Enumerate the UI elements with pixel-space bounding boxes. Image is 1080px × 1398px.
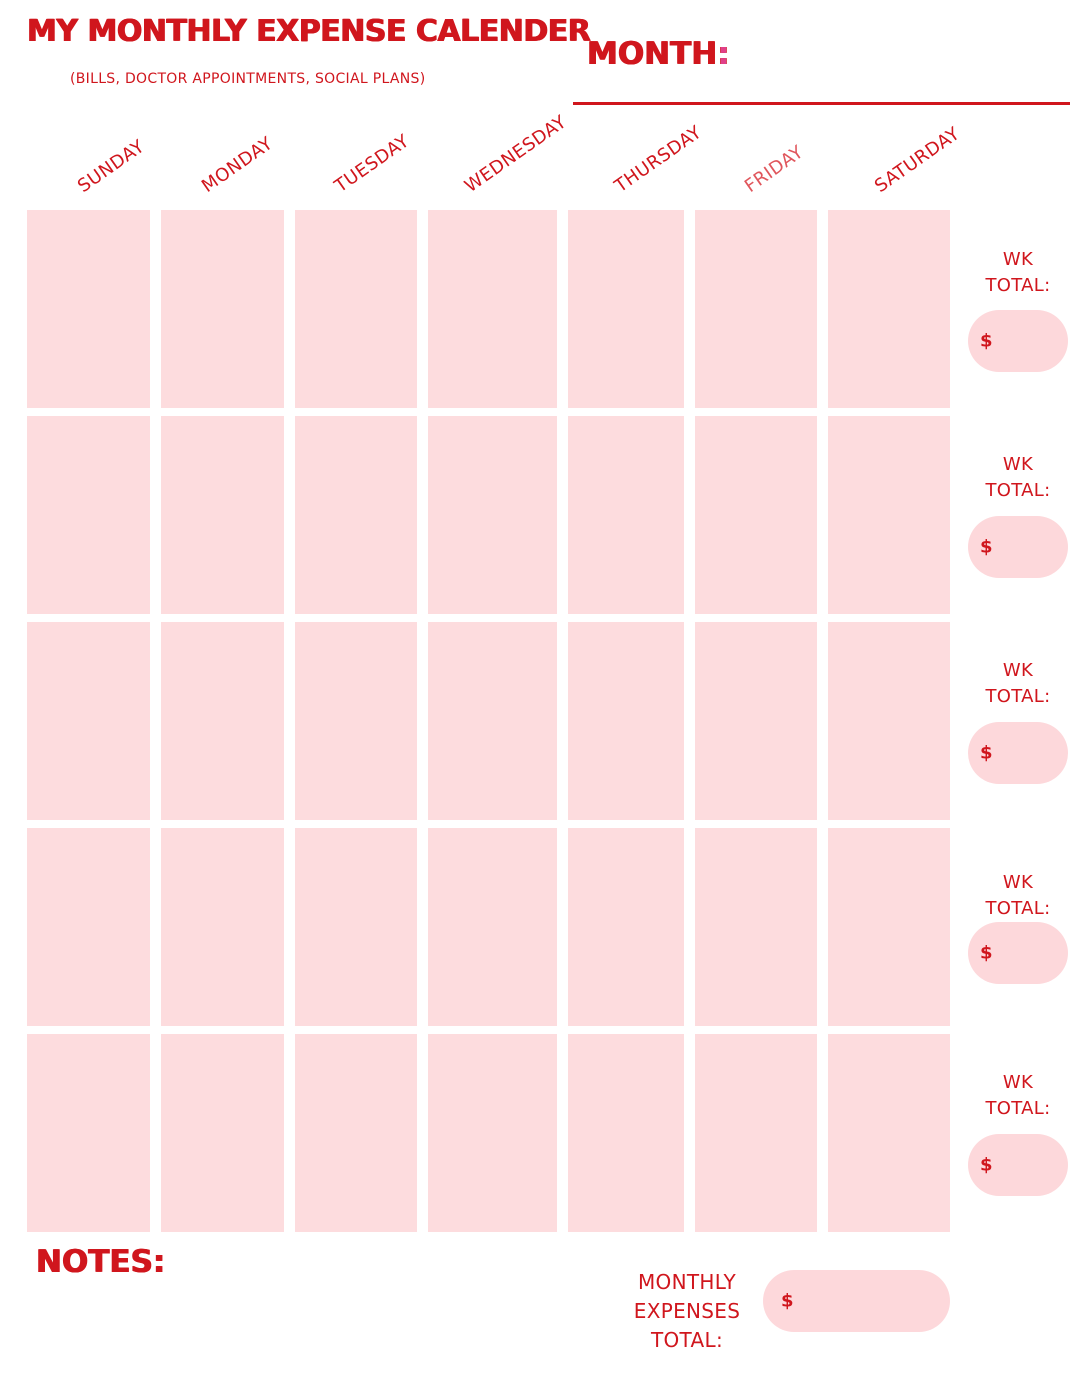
currency-symbol: $ [980,536,993,558]
day-cell[interactable] [428,1034,557,1232]
day-cell[interactable] [161,828,284,1026]
day-header-sunday: SUNDAY [73,135,149,197]
day-cell[interactable] [295,828,417,1026]
week-total-label-line1: WK [1002,1072,1034,1093]
day-cell[interactable] [295,1034,417,1232]
monthly-total-field[interactable]: $ [763,1270,950,1332]
day-cell[interactable] [27,622,150,820]
day-cell[interactable] [695,210,817,408]
day-cell[interactable] [295,622,417,820]
day-cell[interactable] [295,210,417,408]
week-total-label-line2: TOTAL: [985,898,1051,919]
day-cell[interactable] [568,416,684,614]
week-total-label-line1: WK [1002,454,1034,475]
week-total-label-line2: TOTAL: [985,686,1051,707]
day-cell[interactable] [428,622,557,820]
day-cell[interactable] [695,1034,817,1232]
day-cell[interactable] [568,1034,684,1232]
week-total-label: WK TOTAL: [968,870,1068,922]
week-total-label: WK TOTAL: [968,658,1068,710]
week-total-field[interactable]: $ [968,722,1068,784]
day-header-wednesday: WEDNESDAY [460,111,571,197]
currency-symbol: $ [980,942,993,964]
day-cell[interactable] [428,828,557,1026]
day-cell[interactable] [568,622,684,820]
week-total-label: WK TOTAL: [968,452,1068,504]
week-total-field[interactable]: $ [968,516,1068,578]
day-cell[interactable] [828,1034,950,1232]
day-cell[interactable] [568,210,684,408]
day-cell[interactable] [27,416,150,614]
week-total-label-line2: TOTAL: [985,275,1051,296]
monthly-total-line2: EXPENSES [633,1299,741,1323]
day-cell[interactable] [295,416,417,614]
day-cell[interactable] [161,622,284,820]
day-cell[interactable] [568,828,684,1026]
notes-label: NOTES: [36,1244,166,1280]
month-label: MONTH: [587,36,730,72]
day-header-friday: FRIDAY [740,141,808,197]
monthly-total-line3: TOTAL: [651,1328,723,1352]
day-header-monday: MONDAY [197,132,277,197]
currency-symbol: $ [980,330,993,352]
day-cell[interactable] [695,828,817,1026]
day-cell[interactable] [828,622,950,820]
week-total-label-line1: WK [1002,249,1034,270]
day-cell[interactable] [828,416,950,614]
day-header-thursday: THURSDAY [610,121,706,197]
week-total-label-line2: TOTAL: [985,1098,1051,1119]
page-subtitle: (BILLS, DOCTOR APPOINTMENTS, SOCIAL PLAN… [70,71,426,87]
day-cell[interactable] [27,1034,150,1232]
currency-symbol: $ [781,1290,794,1312]
month-label-text: MONTH [587,36,718,72]
month-colon: : [717,36,730,72]
day-header-saturday: SATURDAY [870,123,964,197]
week-total-field[interactable]: $ [968,922,1068,984]
week-total-label-line2: TOTAL: [985,480,1051,501]
day-cell[interactable] [828,828,950,1026]
day-cell[interactable] [428,416,557,614]
month-input-line[interactable] [573,102,1070,105]
day-cell[interactable] [695,622,817,820]
day-cell[interactable] [161,1034,284,1232]
day-cell[interactable] [161,416,284,614]
day-cell[interactable] [27,828,150,1026]
monthly-total-line1: MONTHLY [637,1270,737,1294]
day-cell[interactable] [428,210,557,408]
day-cell[interactable] [695,416,817,614]
week-total-field[interactable]: $ [968,310,1068,372]
week-total-field[interactable]: $ [968,1134,1068,1196]
day-cell[interactable] [828,210,950,408]
week-total-label-line1: WK [1002,872,1034,893]
day-cell[interactable] [161,210,284,408]
week-total-label: WK TOTAL: [968,1070,1068,1122]
week-total-label: WK TOTAL: [968,247,1068,299]
day-header-tuesday: TUESDAY [330,130,414,197]
day-cell[interactable] [27,210,150,408]
page-title: MY MONTHLY EXPENSE CALENDER [27,14,591,49]
monthly-total-label: MONTHLY EXPENSES TOTAL: [616,1268,758,1355]
currency-symbol: $ [980,742,993,764]
currency-symbol: $ [980,1154,993,1176]
week-total-label-line1: WK [1002,660,1034,681]
